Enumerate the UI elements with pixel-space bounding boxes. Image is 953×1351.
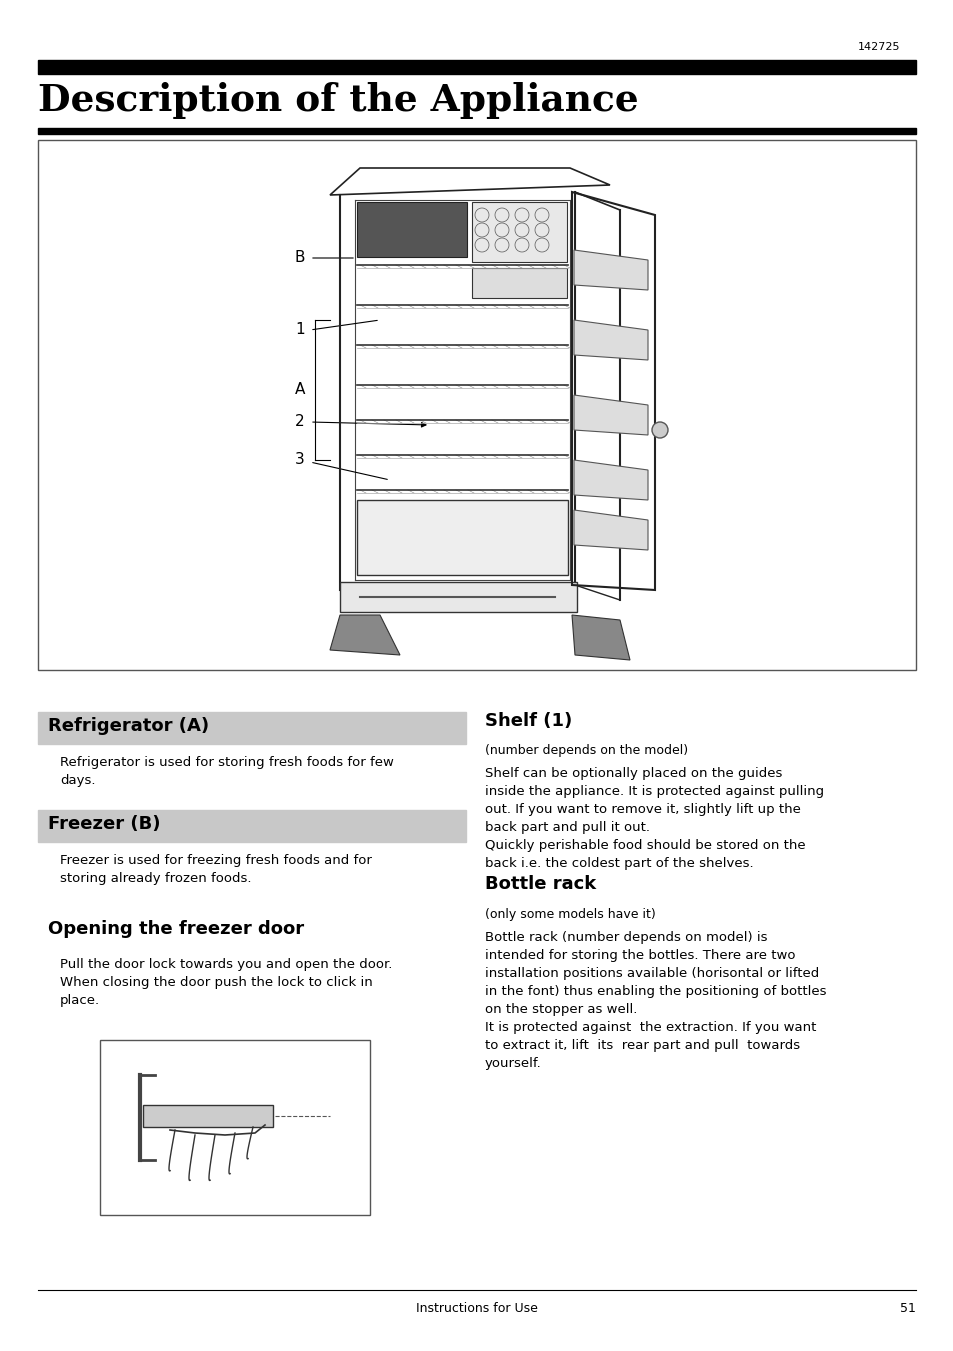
Text: Bottle rack: Bottle rack	[484, 875, 596, 893]
Text: Shelf (1): Shelf (1)	[484, 712, 572, 730]
Text: 1: 1	[295, 323, 305, 338]
Text: Refrigerator (A): Refrigerator (A)	[48, 717, 209, 735]
Bar	[472, 203, 566, 262]
Bar	[100, 1040, 370, 1215]
Polygon shape	[330, 615, 399, 655]
Text: Opening the freezer door: Opening the freezer door	[48, 920, 304, 938]
Polygon shape	[574, 394, 647, 435]
Text: (only some models have it): (only some models have it)	[484, 908, 655, 921]
Bar	[38, 128, 915, 134]
Text: B: B	[294, 250, 305, 266]
Bar	[38, 141, 915, 670]
Bar	[356, 203, 467, 257]
Polygon shape	[574, 509, 647, 550]
Text: Freezer is used for freezing fresh foods and for
storing already frozen foods.: Freezer is used for freezing fresh foods…	[60, 854, 372, 885]
Text: Refrigerator is used for storing fresh foods for few
days.: Refrigerator is used for storing fresh f…	[60, 757, 394, 788]
Text: 2: 2	[295, 415, 305, 430]
Text: 3: 3	[294, 453, 305, 467]
Circle shape	[651, 422, 667, 438]
Text: (number depends on the model): (number depends on the model)	[484, 744, 687, 757]
Text: Pull the door lock towards you and open the door.
When closing the door push the: Pull the door lock towards you and open …	[60, 958, 392, 1006]
Bar	[143, 1105, 273, 1127]
Bar	[38, 811, 465, 842]
Bar	[356, 500, 567, 576]
Bar	[472, 267, 566, 299]
Text: 51: 51	[900, 1302, 915, 1315]
Text: A: A	[294, 382, 305, 397]
Text: Description of the Appliance: Description of the Appliance	[38, 82, 638, 119]
Polygon shape	[574, 320, 647, 359]
Bar	[38, 59, 915, 74]
Polygon shape	[572, 615, 629, 661]
Bar	[339, 582, 577, 612]
Text: Bottle rack (number depends on model) is
intended for storing the bottles. There: Bottle rack (number depends on model) is…	[484, 931, 825, 1070]
Bar	[38, 712, 465, 744]
Text: 142725: 142725	[857, 42, 899, 51]
Polygon shape	[574, 459, 647, 500]
Text: Instructions for Use: Instructions for Use	[416, 1302, 537, 1315]
Text: Freezer (B): Freezer (B)	[48, 815, 160, 834]
Polygon shape	[574, 250, 647, 290]
Text: Shelf can be optionally placed on the guides
inside the appliance. It is protect: Shelf can be optionally placed on the gu…	[484, 767, 823, 870]
